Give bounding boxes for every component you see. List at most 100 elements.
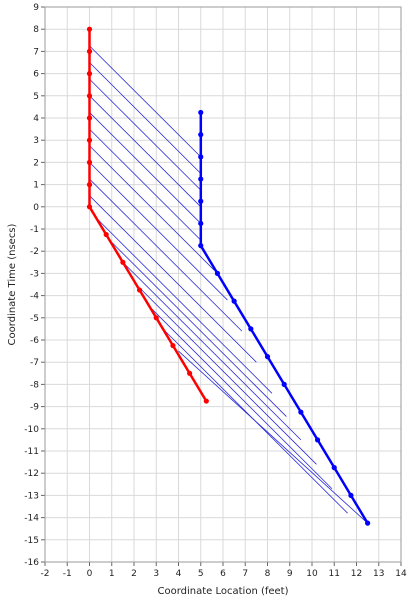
red-worldline-line xyxy=(88,29,208,402)
y-tick-label: -1 xyxy=(30,225,39,235)
y-tick-label: 1 xyxy=(33,181,39,191)
y-tick-label: 5 xyxy=(33,92,39,102)
blue-worldline-point xyxy=(198,198,204,204)
red-worldline-point xyxy=(86,71,93,77)
x-tick-label: 9 xyxy=(287,569,293,579)
blue-worldline-point xyxy=(198,243,204,249)
blue-worldline-point xyxy=(331,465,337,471)
y-axis-title: Coordinate Time (nsecs) xyxy=(7,223,18,345)
blue-worldline-point xyxy=(248,326,254,332)
red-worldline-point xyxy=(153,315,159,321)
x-tick-label: 6 xyxy=(220,569,226,579)
signal-line xyxy=(89,112,202,224)
y-tick-label: -10 xyxy=(24,425,39,435)
x-tick-label: 14 xyxy=(395,569,407,579)
red-worldline-point xyxy=(86,182,93,188)
signal-line xyxy=(89,162,228,301)
red-worldline-point xyxy=(86,204,93,210)
x-axis-title: Coordinate Location (feet) xyxy=(157,586,288,597)
x-tick-label: 5 xyxy=(198,569,204,579)
signal-line xyxy=(89,45,202,158)
blue-worldline-point xyxy=(314,437,321,443)
y-tick-label: 9 xyxy=(33,3,39,13)
blue-worldline-point xyxy=(231,298,237,304)
y-tick-label: -7 xyxy=(30,358,39,368)
blue-worldline-point xyxy=(365,520,371,526)
signal-line xyxy=(89,178,243,332)
signal-line xyxy=(89,128,202,241)
y-tick-label: -14 xyxy=(24,514,39,524)
plot-frame xyxy=(44,6,402,563)
signal-line xyxy=(89,78,202,191)
blue-worldline-point xyxy=(198,109,204,116)
red-worldline-point xyxy=(136,287,143,293)
y-tick-label: 4 xyxy=(33,114,39,124)
red-worldline-point xyxy=(86,48,93,55)
blue-worldline-point xyxy=(348,492,354,498)
x-tick-label: 0 xyxy=(87,569,93,579)
y-tick-label: -4 xyxy=(30,292,39,302)
signal-line xyxy=(89,195,257,363)
red-worldline-point xyxy=(120,259,126,265)
y-tick-label: -5 xyxy=(30,314,39,324)
red-worldline-point xyxy=(187,370,193,376)
signal-line xyxy=(122,262,302,441)
red-worldline-point xyxy=(86,137,93,143)
red-worldline-point xyxy=(86,115,93,121)
red-worldline-point xyxy=(86,26,93,32)
y-tick-label: -16 xyxy=(24,558,39,568)
signal-lines xyxy=(89,45,368,524)
x-tick-label: 1 xyxy=(109,569,115,579)
x-tick-label: 3 xyxy=(153,569,159,579)
blue-worldline-point xyxy=(198,176,204,182)
signal-line xyxy=(89,145,215,271)
y-tick-label: 0 xyxy=(33,203,39,213)
signal-line xyxy=(109,239,287,417)
signal-line xyxy=(178,350,368,524)
red-worldline-point xyxy=(86,93,93,99)
series-layer xyxy=(86,26,371,526)
x-tick-label: 10 xyxy=(306,569,318,579)
y-tick-label: -9 xyxy=(30,403,39,413)
y-tick-label: 2 xyxy=(33,158,39,168)
y-tick-label: -8 xyxy=(30,380,39,390)
y-tick-label: -6 xyxy=(30,336,39,346)
x-tick-label: -1 xyxy=(63,569,72,579)
x-tick-label: 8 xyxy=(265,569,271,579)
x-tick-label: 2 xyxy=(131,569,137,579)
signal-line xyxy=(95,217,273,394)
x-tick-label: -2 xyxy=(41,569,50,579)
blue-worldline-point xyxy=(281,381,287,387)
signal-line xyxy=(135,284,317,465)
tick-labels: -2 -1 0 1 2 3 4 5 6 7 8 9 10 11 12 13 149876543210-1-2-3… xyxy=(24,3,407,579)
x-tick-label: 12 xyxy=(351,569,362,579)
y-tick-label: -11 xyxy=(24,447,39,457)
signal-line xyxy=(89,95,202,208)
y-tick-label: -15 xyxy=(24,536,39,546)
y-tick-label: 8 xyxy=(33,25,39,35)
y-tick-label: -3 xyxy=(30,269,39,279)
blue-worldline-point xyxy=(198,154,204,160)
x-tick-label: 13 xyxy=(373,569,384,579)
red-worldline-point xyxy=(170,342,176,349)
signal-line xyxy=(149,306,333,490)
blue-worldline-point xyxy=(264,354,271,360)
x-tick-label: 11 xyxy=(329,569,340,579)
y-tick-label: -13 xyxy=(24,491,39,501)
y-tick-label: -2 xyxy=(30,247,39,257)
blue-worldline-point xyxy=(298,409,304,415)
y-tick-label: 6 xyxy=(33,70,39,80)
x-tick-label: 7 xyxy=(242,569,248,579)
y-tick-label: 3 xyxy=(33,136,39,146)
blue-worldline-point xyxy=(198,132,204,138)
blue-worldline-point xyxy=(214,270,221,276)
red-worldline-point xyxy=(103,231,109,238)
blue-worldline-point xyxy=(198,220,204,227)
x-tick-label: 4 xyxy=(176,569,182,579)
red-worldline-point xyxy=(86,159,93,165)
y-tick-label: 7 xyxy=(33,47,39,57)
red-worldline-point xyxy=(203,398,209,404)
y-tick-label: -12 xyxy=(24,469,39,479)
